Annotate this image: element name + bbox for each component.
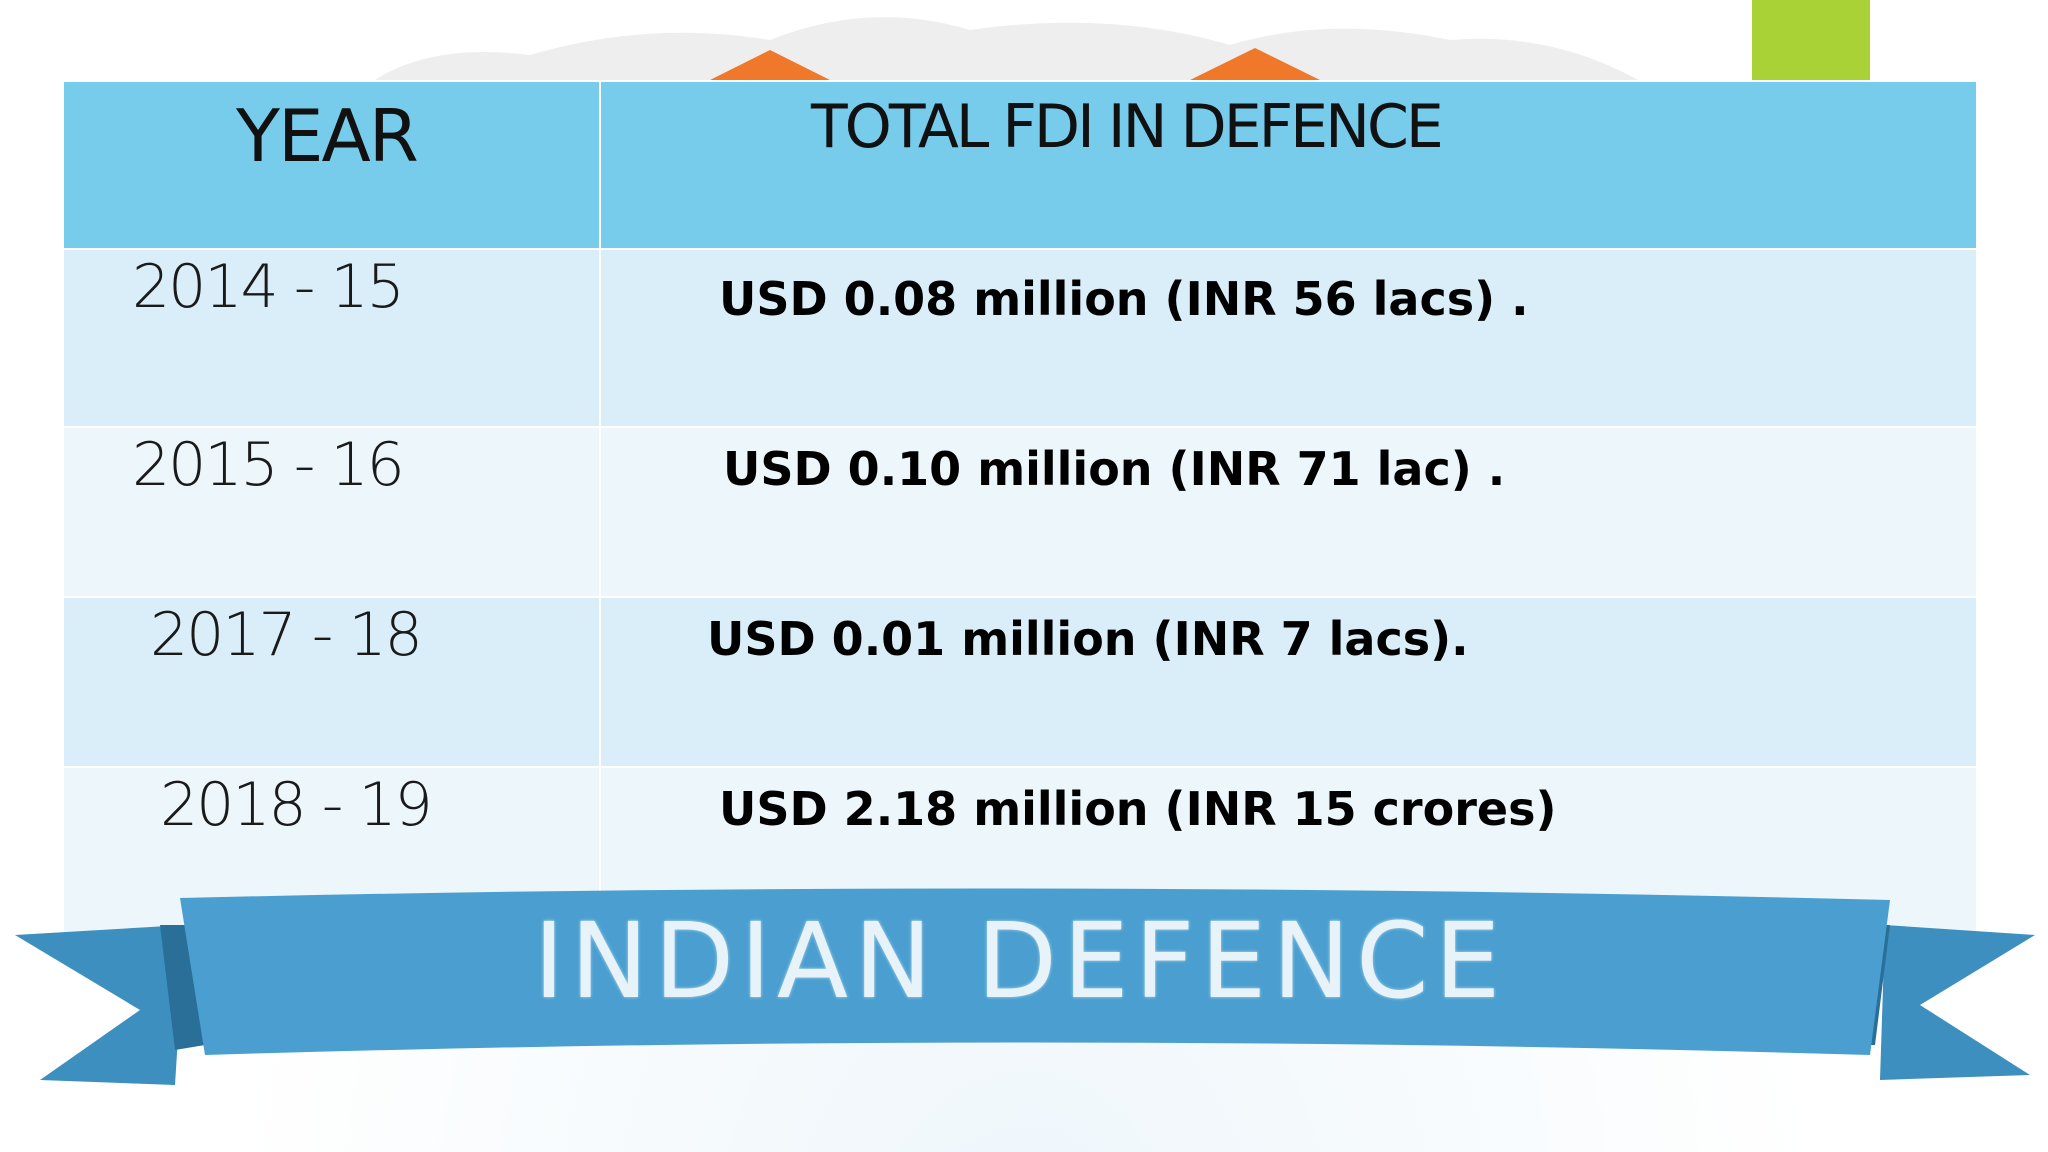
table-row: 2017 - 18 USD 0.01 million (INR 7 lacs). xyxy=(62,596,1978,768)
year-cell: 2014 - 15 xyxy=(62,248,601,428)
year-cell: 2017 - 18 xyxy=(62,596,601,768)
accent-tab xyxy=(1752,0,1870,80)
fdi-value-cell: USD 0.08 million (INR 56 lacs) . xyxy=(599,248,1978,428)
ribbon-tail-left xyxy=(15,925,185,1085)
fdi-value-cell: USD 0.01 million (INR 7 lacs). xyxy=(599,596,1978,768)
ribbon-banner xyxy=(15,888,2035,1085)
table-row: 2014 - 15 USD 0.08 million (INR 56 lacs)… xyxy=(62,248,1978,428)
fdi-value-cell: USD 0.10 million (INR 71 lac) . xyxy=(599,426,1978,598)
mountain-peak-right xyxy=(1190,48,1320,80)
year-column-header: YEAR xyxy=(62,80,601,250)
ribbon-body xyxy=(180,888,1890,1055)
table-header-row: YEAR TOTAL FDI IN DEFENCE xyxy=(62,80,1978,250)
fdi-table: YEAR TOTAL FDI IN DEFENCE 2014 - 15 USD … xyxy=(62,80,1978,938)
mountain-cloud-decoration xyxy=(350,17,1670,100)
year-cell: 2015 - 16 xyxy=(62,426,601,598)
ribbon-tail-right xyxy=(1880,925,2035,1080)
banner-title: INDIAN DEFENCE xyxy=(533,900,1507,1022)
table-row: 2015 - 16 USD 0.10 million (INR 71 lac) … xyxy=(62,426,1978,598)
mountain-peak-left xyxy=(710,50,830,80)
total-fdi-column-header: TOTAL FDI IN DEFENCE xyxy=(599,80,1978,250)
